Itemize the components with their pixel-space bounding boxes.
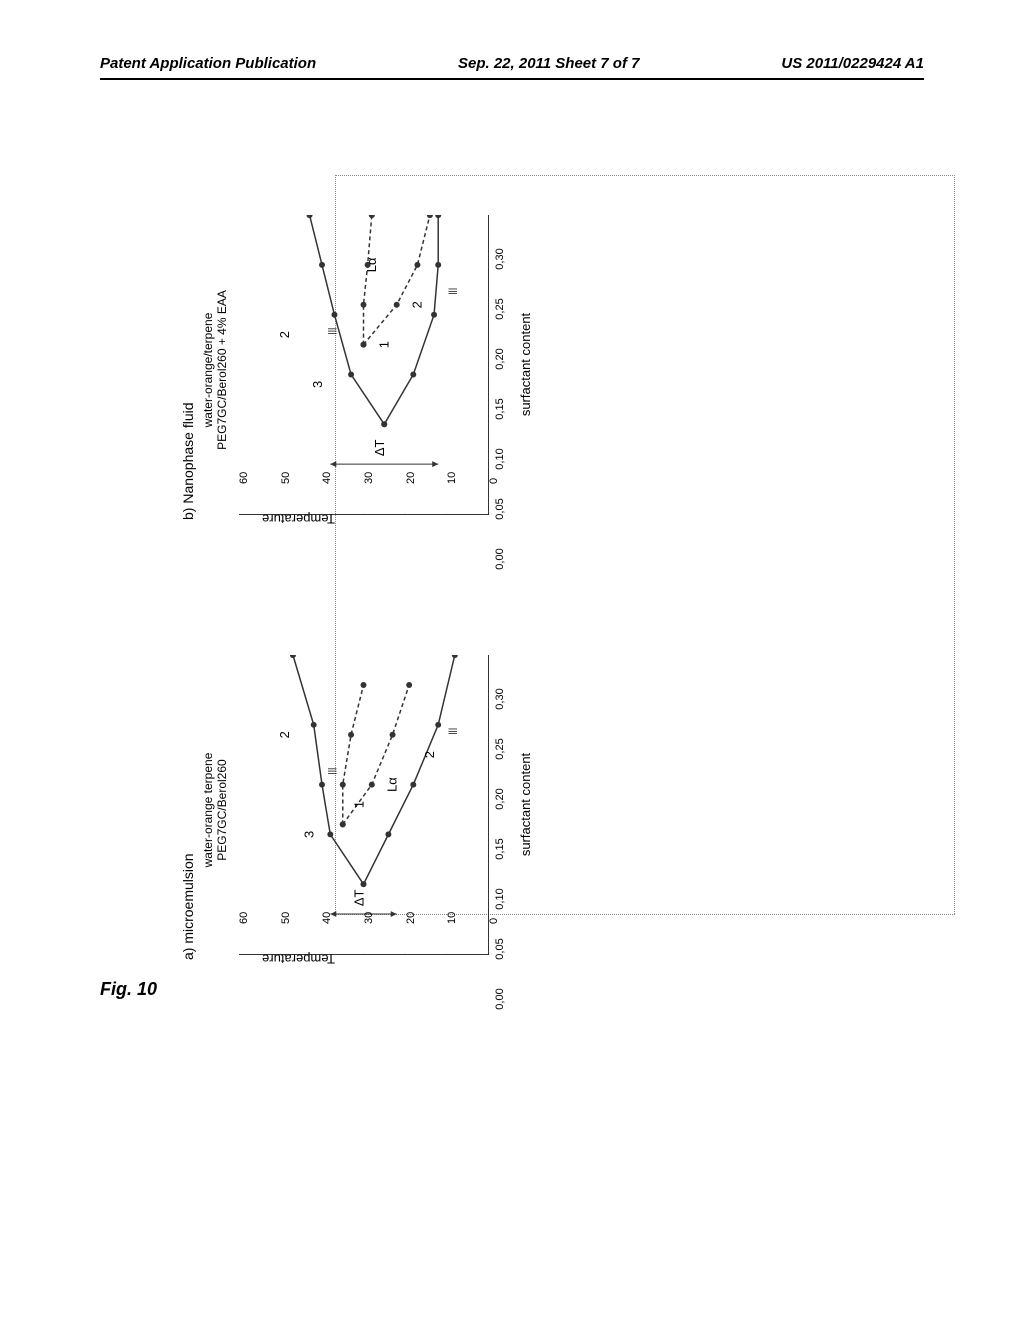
figure-label: Fig. 10 xyxy=(100,979,157,1000)
svg-text:2: 2 xyxy=(422,751,437,758)
chart-b-plot: ΔT1223Lα|||||| Temperature surfactant co… xyxy=(239,215,489,515)
page-header: Patent Application Publication Sep. 22, … xyxy=(0,55,1024,72)
svg-text:ΔT: ΔT xyxy=(372,439,387,456)
header-divider xyxy=(100,78,924,80)
chart-a: a) microemulsion water-orange terpene PE… xyxy=(180,620,520,1000)
svg-text:|||: ||| xyxy=(447,288,457,295)
header-center: Sep. 22, 2011 Sheet 7 of 7 xyxy=(458,55,639,72)
chart-b: b) Nanophase fluid water-orange/terpene … xyxy=(180,180,520,560)
svg-text:ΔT: ΔT xyxy=(352,889,367,906)
svg-text:2: 2 xyxy=(277,331,292,338)
svg-text:|||: ||| xyxy=(326,768,336,775)
chart-b-title: b) Nanophase fluid xyxy=(180,180,196,560)
chart-a-plot: ΔT1223Lα|||||| Temperature surfactant co… xyxy=(239,655,489,955)
chart-a-svg: ΔT 1 2 2 3 Lα ||| ||| xyxy=(239,655,488,954)
chart-a-xlabel: surfactant content xyxy=(518,753,533,856)
chart-b-ylabel: Temperature xyxy=(262,512,335,527)
svg-text:2: 2 xyxy=(410,301,425,308)
charts-row: a) microemulsion water-orange terpene PE… xyxy=(160,100,520,1000)
svg-text:3: 3 xyxy=(310,381,325,388)
header-left: Patent Application Publication xyxy=(100,55,316,72)
svg-text:|||: ||| xyxy=(447,728,457,735)
svg-text:2: 2 xyxy=(277,731,292,738)
chart-a-title: a) microemulsion xyxy=(180,620,196,1000)
chart-a-ylabel: Temperature xyxy=(262,952,335,967)
svg-text:Lα: Lα xyxy=(385,777,400,792)
svg-text:Lα: Lα xyxy=(364,257,379,272)
svg-text:1: 1 xyxy=(352,801,367,808)
svg-text:|||: ||| xyxy=(326,328,336,335)
svg-text:1: 1 xyxy=(376,341,391,348)
figure-container: a) microemulsion water-orange terpene PE… xyxy=(160,100,860,1000)
header-right: US 2011/0229424 A1 xyxy=(781,55,924,72)
chart-a-subtitle: water-orange terpene PEG7GC/Berol260 xyxy=(201,620,229,1000)
chart-b-svg: ΔT 1 2 2 3 Lα ||| ||| xyxy=(239,215,488,514)
chart-b-subtitle: water-orange/terpene PEG7GC/Berol260 + 4… xyxy=(201,180,229,560)
svg-text:3: 3 xyxy=(302,831,317,838)
chart-b-xlabel: surfactant content xyxy=(518,313,533,416)
